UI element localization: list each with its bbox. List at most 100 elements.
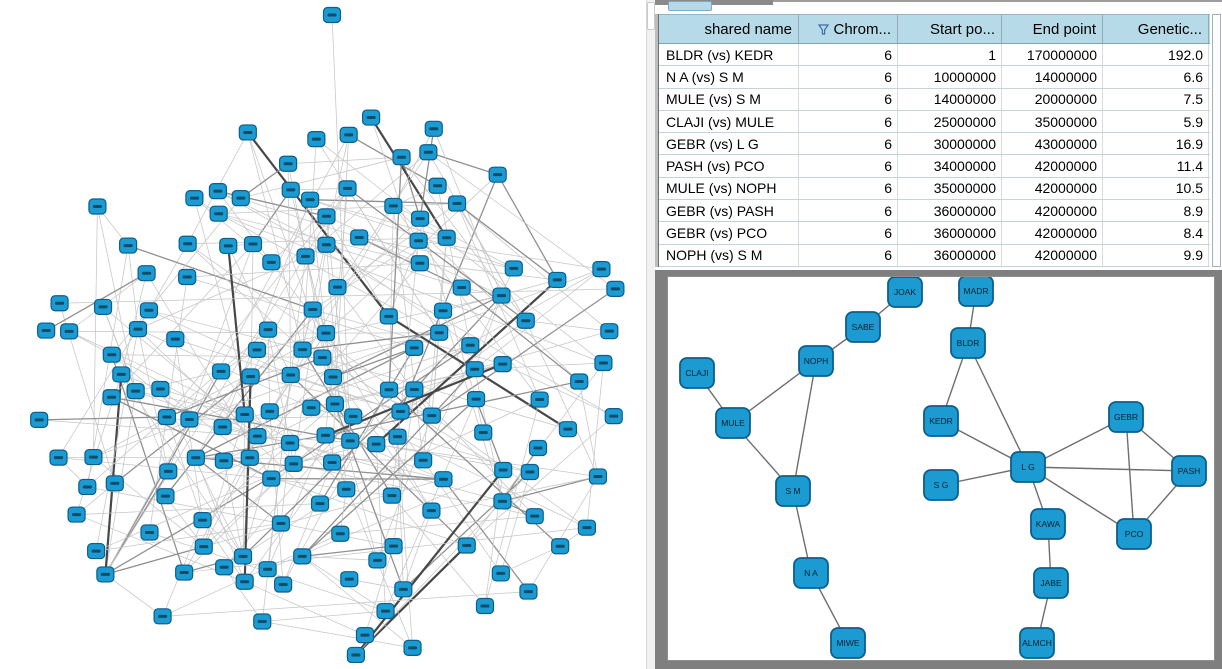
network-node-madr[interactable]: MADR [958,277,994,307]
table-cell[interactable]: NOPH (vs) S M [659,244,799,266]
table-cell[interactable]: PASH (vs) PCO [659,155,799,177]
network-node[interactable] [422,407,441,424]
network-node[interactable] [126,383,145,400]
network-node[interactable] [193,512,212,529]
table-cell[interactable]: 6 [799,222,898,244]
table-cell[interactable]: 16.9 [1103,133,1209,155]
network-node[interactable] [178,268,197,286]
table-cell[interactable]: CLAJI (vs) MULE [659,110,799,133]
table-row[interactable]: N A (vs) S M 6 10000000 14000000 6.6 [659,66,1210,89]
table-cell[interactable]: 30000000 [898,133,1002,155]
network-node[interactable] [30,411,49,428]
network-node[interactable] [88,198,107,215]
table-row[interactable]: NOPH (vs) S M 6 36000000 42000000 9.9 [659,244,1210,267]
filtered-network-canvas[interactable]: JOAK SABE NOPH CLAJI MULE S M N A MIWE MADR BLDR K… [667,276,1215,661]
table-cell[interactable]: 42000000 [1002,222,1103,244]
table-cell[interactable]: 1 [898,44,1002,66]
table-cell[interactable]: 11.4 [1103,155,1209,177]
network-node-pash[interactable]: PASH [1171,455,1207,487]
panel-tab[interactable] [668,1,712,11]
network-node[interactable] [238,124,257,141]
network-node[interactable] [405,339,424,356]
table-cell[interactable]: 6 [799,177,898,200]
network-node[interactable] [231,190,250,207]
network-node[interactable] [474,424,493,441]
network-node[interactable] [570,373,589,390]
network-node[interactable] [430,324,449,341]
network-node[interactable] [175,564,194,581]
table-row[interactable]: GEBR (vs) L G 6 30000000 43000000 16.9 [659,133,1210,156]
network-node[interactable] [355,627,375,644]
network-node[interactable] [388,428,407,445]
network-node[interactable] [424,120,443,137]
network-node[interactable] [194,538,213,555]
table-cell[interactable]: 14000000 [1002,66,1103,88]
network-node[interactable] [300,191,320,208]
network-node[interactable] [548,271,567,289]
network-node[interactable] [112,366,131,383]
network-node-s-m[interactable]: S M [775,475,811,507]
network-node[interactable] [271,515,291,532]
network-node[interactable] [208,182,228,200]
network-node[interactable] [213,418,232,436]
network-node[interactable] [119,237,138,254]
table-cell[interactable]: 10000000 [898,66,1002,88]
network-node[interactable] [419,144,438,161]
column-header-1[interactable]: Chrom... [799,15,898,43]
network-node[interactable] [604,408,623,425]
network-node[interactable] [411,210,430,227]
network-node[interactable] [262,254,281,271]
network-node[interactable] [49,449,68,466]
network-node-n-a[interactable]: N A [793,557,829,589]
network-node[interactable] [394,581,413,598]
network-node[interactable] [303,301,322,318]
network-node[interactable] [434,471,453,488]
network-node[interactable] [274,576,293,593]
network-node[interactable] [293,548,312,565]
table-cell[interactable]: 42000000 [1002,177,1103,200]
network-node[interactable] [428,177,447,194]
network-node[interactable] [316,427,335,444]
network-node-gebr[interactable]: GEBR [1108,401,1144,433]
network-node[interactable] [316,325,336,342]
network-node[interactable] [600,323,619,340]
network-node[interactable] [376,602,395,620]
network-node[interactable] [67,506,86,523]
table-cell[interactable]: 6 [799,66,898,88]
network-node[interactable] [606,280,625,297]
column-header-3[interactable]: End point [1002,15,1103,43]
table-cell[interactable]: GEBR (vs) PASH [659,200,799,222]
table-cell[interactable]: 25000000 [898,110,1002,133]
network-node[interactable] [379,308,398,325]
network-node[interactable] [465,361,484,378]
network-node[interactable] [437,229,456,246]
network-node[interactable] [519,583,538,600]
network-node[interactable] [447,195,467,212]
network-node-joak[interactable]: JOAK [887,277,923,308]
table-cell[interactable]: 6.6 [1103,66,1209,88]
network-node[interactable] [166,331,185,348]
network-node[interactable] [422,502,441,519]
network-node[interactable] [361,109,381,126]
network-node-sabe[interactable]: SABE [845,311,881,343]
scrollbar-thumb[interactable] [647,2,655,30]
network-node[interactable] [592,261,611,278]
table-row[interactable]: MULE (vs) S M 6 14000000 20000000 7.5 [659,88,1210,111]
network-node[interactable] [382,487,402,504]
network-node[interactable] [346,646,366,664]
network-node-noph[interactable]: NOPH [798,345,834,377]
network-node[interactable] [433,302,453,319]
column-header-2[interactable]: Start po... [898,15,1002,43]
network-node[interactable] [525,508,544,525]
table-cell[interactable]: 35000000 [1002,110,1103,133]
network-node[interactable] [379,381,399,398]
network-node[interactable] [488,166,507,183]
network-node-miwe[interactable]: MIWE [830,627,866,659]
table-row[interactable]: PASH (vs) PCO 6 34000000 42000000 11.4 [659,155,1210,178]
table-cell[interactable]: 42000000 [1002,244,1103,266]
network-node[interactable] [405,381,424,398]
table-cell[interactable]: BLDR (vs) KEDR [659,44,799,66]
network-node[interactable] [178,235,197,252]
network-node[interactable] [240,449,259,466]
network-node[interactable] [588,468,608,485]
